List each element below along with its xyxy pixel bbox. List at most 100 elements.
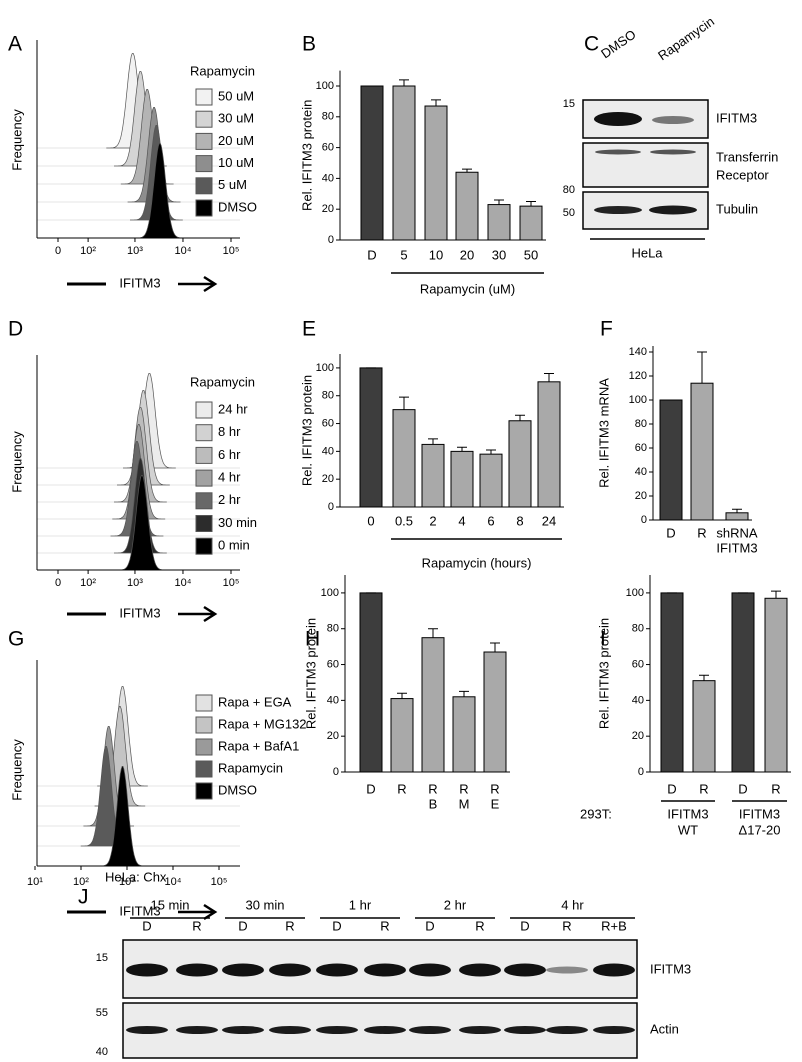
y-tick-label: 80 (632, 623, 644, 635)
x-tick-label: 8 (516, 513, 523, 528)
band (126, 963, 168, 977)
bar (764, 597, 788, 773)
bar (392, 409, 416, 508)
legend-swatch (195, 110, 213, 128)
x-tick-label: 10⁵ (223, 245, 240, 257)
error-bar (428, 438, 438, 445)
panel-label: A (8, 33, 22, 56)
bar (424, 105, 448, 241)
time-label: 30 min (245, 897, 284, 912)
x-axis-label: IFITM3 (119, 903, 160, 918)
legend-label: 8 hr (218, 424, 241, 439)
time-label: 1 hr (349, 897, 372, 912)
legend-label: 10 uM (218, 155, 254, 170)
band (459, 963, 501, 977)
band (269, 963, 311, 977)
panel-label: B (302, 33, 316, 56)
legend-label: Rapa + EGA (218, 694, 292, 709)
x-axis-label: Rapamycin (uM) (420, 281, 515, 296)
y-axis-label: Frequency (9, 739, 24, 801)
y-tick-label: 140 (629, 346, 647, 358)
cell-line: HeLa (631, 245, 663, 260)
x-tick-label: 50 (524, 247, 538, 262)
group-label: Δ17-20 (739, 822, 781, 837)
x-tick-label: R (428, 781, 437, 796)
band (316, 963, 358, 977)
error-bar (462, 168, 472, 173)
y-tick-label: 40 (635, 466, 647, 478)
error-bar (431, 99, 441, 107)
error-bar (428, 628, 438, 638)
label-arrow (178, 275, 218, 293)
blot-title: HeLa: Chx (105, 869, 167, 884)
legend-label: 2 hr (218, 492, 241, 507)
legend-label: 4 hr (218, 470, 241, 485)
x-tick-label: M (459, 796, 470, 811)
band (269, 1026, 311, 1034)
protein-label: Receptor (716, 167, 769, 182)
band (176, 1026, 218, 1034)
x-tick-label: 20 (460, 247, 474, 262)
x-tick-label: R (699, 781, 708, 796)
lane-label: R (192, 918, 201, 933)
legend-label: Rapa + BafA1 (218, 738, 299, 753)
x-tick-label: 4 (458, 513, 465, 528)
bar (537, 381, 561, 508)
band (126, 1026, 168, 1034)
y-tick-label: 0 (638, 766, 644, 778)
error-bar (771, 590, 781, 599)
x-tick-label: 0 (55, 577, 61, 589)
lane-label: Rapamycin (655, 14, 717, 64)
x-tick-label: 0 (367, 513, 374, 528)
bar (421, 443, 445, 508)
y-tick-label: 100 (316, 362, 334, 374)
group-label: IFITM3 (739, 806, 780, 821)
y-tick-label: 20 (327, 730, 339, 742)
y-tick-label: 20 (322, 203, 334, 215)
error-bar (397, 692, 407, 699)
bar (452, 696, 476, 773)
y-tick-label: 100 (321, 587, 339, 599)
blot-box (582, 142, 709, 188)
x-tick-label: 10⁵ (211, 876, 228, 888)
band (652, 116, 694, 124)
bar (659, 399, 683, 521)
legend-label: DMSO (218, 782, 257, 797)
legend-swatch (195, 716, 213, 734)
y-tick-label: 0 (328, 234, 334, 246)
x-tick-label: D (738, 781, 747, 796)
mw-marker: 15 (96, 952, 108, 964)
lane-label: DMSO (598, 27, 639, 62)
time-label: 15 min (150, 897, 189, 912)
band (222, 1026, 264, 1034)
legend-swatch (195, 782, 213, 800)
y-tick-label: 120 (629, 370, 647, 382)
band (316, 1026, 358, 1034)
mw-marker: 15 (563, 98, 575, 110)
band (546, 1026, 588, 1034)
x-tick-label: R (771, 781, 780, 796)
y-tick-label: 40 (632, 694, 644, 706)
protein-label: Transferrin (716, 149, 778, 164)
y-tick-label: 0 (328, 501, 334, 513)
bar (360, 85, 384, 241)
legend-swatch (195, 424, 213, 442)
y-tick-label: 20 (632, 730, 644, 742)
lane-label: D (238, 918, 247, 933)
y-tick-label: 60 (327, 658, 339, 670)
band (504, 963, 546, 977)
error-bar (457, 446, 467, 452)
x-tick-label: E (491, 796, 500, 811)
panel-label: F (600, 318, 613, 341)
legend-label: DMSO (218, 199, 257, 214)
legend-label: Rapa + MG132 (218, 716, 307, 731)
legend-label: 6 hr (218, 447, 241, 462)
legend-title: Rapamycin (190, 63, 255, 78)
y-axis-label: Rel. IFITM3 protein (303, 618, 318, 729)
x-tick-label: R (490, 781, 499, 796)
label-arrow (178, 903, 218, 921)
y-tick-label: 40 (322, 172, 334, 184)
legend-title: Rapamycin (190, 374, 255, 389)
y-tick-label: 80 (635, 418, 647, 430)
y-tick-label: 60 (635, 442, 647, 454)
